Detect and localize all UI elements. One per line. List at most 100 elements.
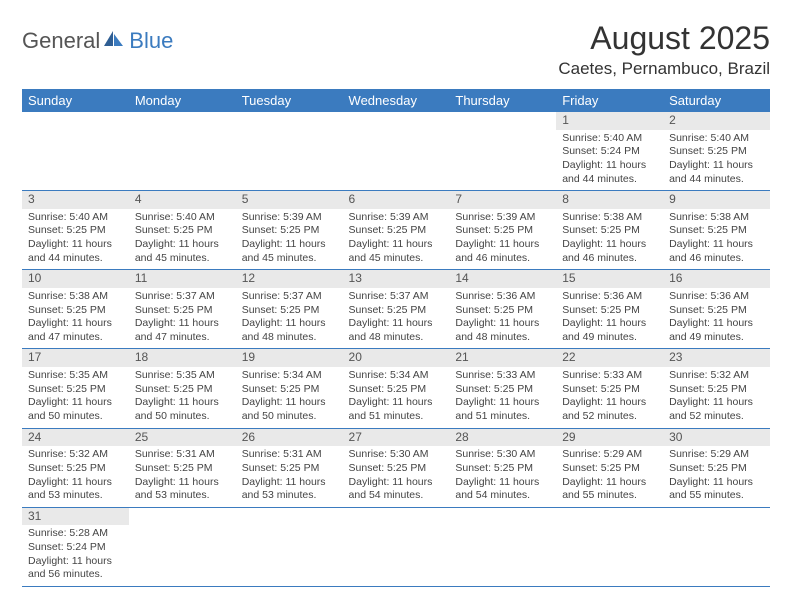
day-body: Sunrise: 5:40 AMSunset: 5:25 PMDaylight:… [129,209,236,270]
calendar-cell [129,112,236,191]
day-body: Sunrise: 5:35 AMSunset: 5:25 PMDaylight:… [129,367,236,428]
day-number: 15 [556,270,663,288]
calendar-cell: 31Sunrise: 5:28 AMSunset: 5:24 PMDayligh… [22,507,129,586]
calendar-cell: 14Sunrise: 5:36 AMSunset: 5:25 PMDayligh… [449,270,556,349]
calendar-cell: 30Sunrise: 5:29 AMSunset: 5:25 PMDayligh… [663,428,770,507]
calendar-week-row: 31Sunrise: 5:28 AMSunset: 5:24 PMDayligh… [22,507,770,586]
day-number: 27 [343,429,450,447]
calendar-cell: 2Sunrise: 5:40 AMSunset: 5:25 PMDaylight… [663,112,770,191]
day-header: Saturday [663,89,770,112]
day-number: 10 [22,270,129,288]
day-body: Sunrise: 5:32 AMSunset: 5:25 PMDaylight:… [663,367,770,428]
calendar-cell: 18Sunrise: 5:35 AMSunset: 5:25 PMDayligh… [129,349,236,428]
day-header: Tuesday [236,89,343,112]
day-number: 17 [22,349,129,367]
day-header: Thursday [449,89,556,112]
calendar-cell: 28Sunrise: 5:30 AMSunset: 5:25 PMDayligh… [449,428,556,507]
day-body: Sunrise: 5:33 AMSunset: 5:25 PMDaylight:… [449,367,556,428]
day-body: Sunrise: 5:29 AMSunset: 5:25 PMDaylight:… [663,446,770,507]
day-body: Sunrise: 5:31 AMSunset: 5:25 PMDaylight:… [236,446,343,507]
day-body: Sunrise: 5:40 AMSunset: 5:24 PMDaylight:… [556,130,663,191]
calendar-cell: 15Sunrise: 5:36 AMSunset: 5:25 PMDayligh… [556,270,663,349]
title-block: August 2025 Caetes, Pernambuco, Brazil [558,20,770,79]
calendar-cell: 29Sunrise: 5:29 AMSunset: 5:25 PMDayligh… [556,428,663,507]
month-title: August 2025 [558,20,770,57]
day-number: 19 [236,349,343,367]
day-number: 3 [22,191,129,209]
day-body: Sunrise: 5:37 AMSunset: 5:25 PMDaylight:… [343,288,450,349]
calendar-cell: 5Sunrise: 5:39 AMSunset: 5:25 PMDaylight… [236,191,343,270]
day-body: Sunrise: 5:36 AMSunset: 5:25 PMDaylight:… [663,288,770,349]
calendar-cell: 10Sunrise: 5:38 AMSunset: 5:25 PMDayligh… [22,270,129,349]
calendar-cell: 8Sunrise: 5:38 AMSunset: 5:25 PMDaylight… [556,191,663,270]
calendar-cell [236,112,343,191]
day-number: 13 [343,270,450,288]
day-number: 1 [556,112,663,130]
calendar-cell: 23Sunrise: 5:32 AMSunset: 5:25 PMDayligh… [663,349,770,428]
calendar-cell: 24Sunrise: 5:32 AMSunset: 5:25 PMDayligh… [22,428,129,507]
calendar-cell: 4Sunrise: 5:40 AMSunset: 5:25 PMDaylight… [129,191,236,270]
day-number: 20 [343,349,450,367]
calendar-cell: 16Sunrise: 5:36 AMSunset: 5:25 PMDayligh… [663,270,770,349]
calendar-cell: 27Sunrise: 5:30 AMSunset: 5:25 PMDayligh… [343,428,450,507]
day-number: 9 [663,191,770,209]
calendar-week-row: 10Sunrise: 5:38 AMSunset: 5:25 PMDayligh… [22,270,770,349]
day-number: 8 [556,191,663,209]
day-body: Sunrise: 5:36 AMSunset: 5:25 PMDaylight:… [449,288,556,349]
day-body: Sunrise: 5:34 AMSunset: 5:25 PMDaylight:… [236,367,343,428]
day-body: Sunrise: 5:40 AMSunset: 5:25 PMDaylight:… [22,209,129,270]
calendar-cell [556,507,663,586]
day-body: Sunrise: 5:30 AMSunset: 5:25 PMDaylight:… [343,446,450,507]
day-body: Sunrise: 5:37 AMSunset: 5:25 PMDaylight:… [129,288,236,349]
calendar-cell: 19Sunrise: 5:34 AMSunset: 5:25 PMDayligh… [236,349,343,428]
day-number: 25 [129,429,236,447]
day-number: 6 [343,191,450,209]
day-number: 29 [556,429,663,447]
day-body: Sunrise: 5:38 AMSunset: 5:25 PMDaylight:… [556,209,663,270]
day-header: Monday [129,89,236,112]
logo: General Blue [22,28,173,54]
day-number: 22 [556,349,663,367]
day-body: Sunrise: 5:29 AMSunset: 5:25 PMDaylight:… [556,446,663,507]
day-body: Sunrise: 5:28 AMSunset: 5:24 PMDaylight:… [22,525,129,586]
day-number: 21 [449,349,556,367]
calendar-cell [129,507,236,586]
day-body: Sunrise: 5:33 AMSunset: 5:25 PMDaylight:… [556,367,663,428]
calendar-table: SundayMondayTuesdayWednesdayThursdayFrid… [22,89,770,587]
day-number: 11 [129,270,236,288]
location: Caetes, Pernambuco, Brazil [558,59,770,79]
day-body: Sunrise: 5:39 AMSunset: 5:25 PMDaylight:… [236,209,343,270]
day-body: Sunrise: 5:38 AMSunset: 5:25 PMDaylight:… [22,288,129,349]
calendar-week-row: 1Sunrise: 5:40 AMSunset: 5:24 PMDaylight… [22,112,770,191]
day-number: 30 [663,429,770,447]
logo-text-general: General [22,28,100,54]
day-number: 24 [22,429,129,447]
day-number: 16 [663,270,770,288]
calendar-cell: 7Sunrise: 5:39 AMSunset: 5:25 PMDaylight… [449,191,556,270]
day-body: Sunrise: 5:34 AMSunset: 5:25 PMDaylight:… [343,367,450,428]
day-body: Sunrise: 5:30 AMSunset: 5:25 PMDaylight:… [449,446,556,507]
calendar-cell [343,112,450,191]
logo-text-blue: Blue [129,28,173,54]
day-number: 7 [449,191,556,209]
day-header: Sunday [22,89,129,112]
calendar-header-row: SundayMondayTuesdayWednesdayThursdayFrid… [22,89,770,112]
calendar-cell [236,507,343,586]
calendar-cell: 3Sunrise: 5:40 AMSunset: 5:25 PMDaylight… [22,191,129,270]
day-number: 14 [449,270,556,288]
day-number: 28 [449,429,556,447]
day-body: Sunrise: 5:32 AMSunset: 5:25 PMDaylight:… [22,446,129,507]
day-header: Friday [556,89,663,112]
calendar-cell: 21Sunrise: 5:33 AMSunset: 5:25 PMDayligh… [449,349,556,428]
calendar-cell: 17Sunrise: 5:35 AMSunset: 5:25 PMDayligh… [22,349,129,428]
day-body: Sunrise: 5:31 AMSunset: 5:25 PMDaylight:… [129,446,236,507]
header: General Blue August 2025 Caetes, Pernamb… [22,20,770,79]
calendar-cell [343,507,450,586]
calendar-body: 1Sunrise: 5:40 AMSunset: 5:24 PMDaylight… [22,112,770,586]
calendar-cell: 25Sunrise: 5:31 AMSunset: 5:25 PMDayligh… [129,428,236,507]
calendar-cell [22,112,129,191]
sail-icon [103,30,125,53]
day-number: 2 [663,112,770,130]
calendar-cell: 9Sunrise: 5:38 AMSunset: 5:25 PMDaylight… [663,191,770,270]
calendar-cell: 26Sunrise: 5:31 AMSunset: 5:25 PMDayligh… [236,428,343,507]
